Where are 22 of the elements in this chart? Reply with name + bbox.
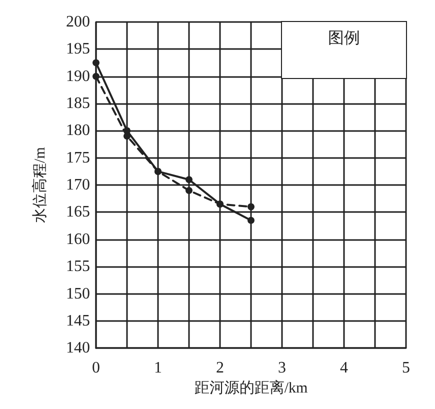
y-tick-label: 150: [66, 285, 90, 302]
y-tick-label: 160: [66, 230, 90, 248]
x-axis-title: 距河源的距离/km: [194, 380, 308, 396]
y-tick-label: 190: [66, 68, 90, 85]
y-tick-label: 180: [66, 122, 90, 140]
x-tick-label: 4: [340, 360, 348, 377]
y-tick-label: 200: [66, 14, 90, 30]
y-tick-label: 145: [66, 312, 90, 330]
x-tick-label: 1: [154, 360, 162, 377]
x-tick-label: 0: [92, 360, 100, 377]
y-tick-label: 140: [66, 340, 90, 357]
y-tick-label: 195: [66, 40, 90, 58]
x-tick-label: 3: [278, 360, 286, 377]
x-tick-label: 5: [402, 360, 410, 377]
x-tick-label: 2: [216, 360, 224, 377]
y-tick-label: 165: [66, 204, 90, 221]
y-axis-title: 水位高程/m: [32, 146, 48, 223]
y-tick-label: 185: [66, 95, 90, 112]
y-tick-label: 155: [66, 258, 90, 276]
y-tick-label: 175: [66, 149, 90, 166]
annotation: 图例: [327, 29, 361, 49]
y-tick-label: 170: [66, 176, 90, 194]
